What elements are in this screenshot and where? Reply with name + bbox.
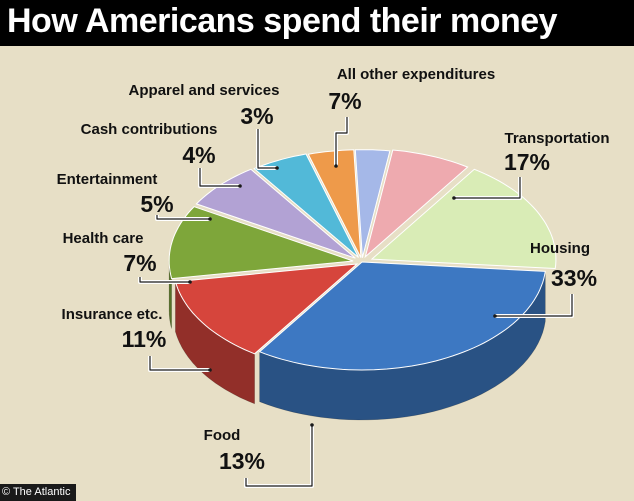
slice-5 bbox=[307, 149, 362, 258]
leader-dot-0 bbox=[493, 314, 497, 318]
slice-label-6: Apparel and services bbox=[129, 82, 280, 99]
slice-value-label-3: 7% bbox=[123, 250, 156, 276]
leader-line-5 bbox=[199, 168, 240, 187]
slice-0 bbox=[258, 261, 546, 371]
leader-dot-2 bbox=[208, 368, 212, 372]
slice-6 bbox=[354, 149, 391, 258]
slice-label-4: Entertainment bbox=[57, 171, 158, 188]
leader-dot-6 bbox=[275, 166, 279, 170]
leader-dot-7 bbox=[334, 164, 338, 168]
slice-7 bbox=[364, 149, 469, 259]
leader-line-1 bbox=[245, 425, 313, 487]
slice-value-label-2: 11% bbox=[122, 326, 167, 352]
leader-dot-4 bbox=[208, 217, 212, 221]
slice-label-1: Food bbox=[204, 427, 241, 444]
slice-label-8: Transportation bbox=[504, 130, 609, 147]
leader-dot-8 bbox=[452, 196, 456, 200]
slice-value-label-8: 17% bbox=[504, 149, 550, 175]
slice-label-0: Housing bbox=[530, 240, 590, 257]
leader-line-4 bbox=[156, 215, 210, 220]
slice-value-label-1: 13% bbox=[219, 448, 265, 474]
slice-value-label-4: 5% bbox=[140, 191, 173, 217]
leader-dot-3 bbox=[188, 280, 192, 284]
slice-label-7: All other expenditures bbox=[337, 66, 495, 83]
source-watermark: © The Atlantic bbox=[0, 484, 77, 501]
title-bar: How Americans spend their money bbox=[0, 0, 634, 46]
leader-line-2 bbox=[149, 356, 210, 371]
slice-label-2: Insurance etc. bbox=[62, 306, 163, 323]
slice-value-label-6: 3% bbox=[240, 103, 273, 129]
slice-1 bbox=[174, 263, 359, 355]
leader-line-0 bbox=[495, 294, 573, 317]
leader-line-8 bbox=[454, 177, 521, 199]
slice-8 bbox=[370, 168, 557, 270]
slice-label-3: Health care bbox=[63, 230, 144, 247]
slice-value-label-7: 7% bbox=[328, 88, 361, 114]
leader-line-7 bbox=[335, 117, 348, 166]
slice-value-label-0: 33% bbox=[551, 265, 597, 291]
leader-line-3 bbox=[139, 277, 190, 283]
slice-2 bbox=[168, 206, 354, 280]
slice-value-label-5: 4% bbox=[182, 142, 215, 168]
chart-title: How Americans spend their money bbox=[7, 2, 558, 40]
slice-label-5: Cash contributions bbox=[81, 121, 218, 138]
leader-line-6 bbox=[257, 129, 277, 169]
leader-dot-1 bbox=[310, 423, 314, 427]
leader-dot-5 bbox=[238, 184, 242, 188]
